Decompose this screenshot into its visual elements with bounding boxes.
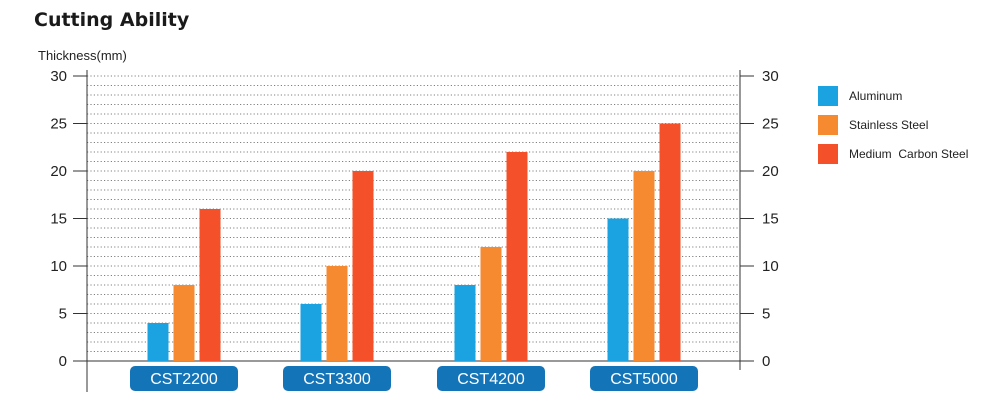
legend-label-medium-carbon-steel: Medium Carbon Steel xyxy=(849,147,969,161)
y-tick-label-left: 5 xyxy=(59,306,67,323)
legend-swatch-medium-carbon-steel xyxy=(818,144,838,164)
legend-swatch-stainless-steel xyxy=(818,115,838,135)
bar-stainless-steel-cst4200 xyxy=(480,247,502,361)
category-label-box xyxy=(590,366,698,391)
y-tick-label-left: 20 xyxy=(50,163,67,180)
category-label: CST4200 xyxy=(457,371,525,388)
bar-medium-carbon-steel-cst3300 xyxy=(352,171,374,361)
category-label-box xyxy=(437,366,545,391)
chart-title: Cutting Ability xyxy=(34,9,190,31)
bar-stainless-steel-cst5000 xyxy=(633,171,655,361)
legend-item-stainless-steel: Stainless Steel xyxy=(818,115,968,135)
category-label: CST5000 xyxy=(610,371,678,388)
bar-aluminum-cst2200 xyxy=(147,323,169,361)
bar-medium-carbon-steel-cst4200 xyxy=(506,152,528,361)
bar-aluminum-cst4200 xyxy=(454,285,476,361)
y-tick-label-right: 0 xyxy=(762,353,770,370)
bar-medium-carbon-steel-cst5000 xyxy=(659,123,681,361)
y-tick-label-right: 10 xyxy=(762,258,779,275)
legend-label-stainless-steel: Stainless Steel xyxy=(849,118,929,132)
y-tick-label-left: 25 xyxy=(50,116,67,133)
y-tick-label-left: 30 xyxy=(50,68,67,85)
y-tick-label-right: 15 xyxy=(762,211,779,228)
legend-item-aluminum: Aluminum xyxy=(818,86,968,106)
legend-label-aluminum: Aluminum xyxy=(849,89,903,103)
y-tick-label-left: 15 xyxy=(50,211,67,228)
bar-stainless-steel-cst2200 xyxy=(173,285,195,361)
legend-item-medium-carbon-steel: Medium Carbon Steel xyxy=(818,144,968,164)
bar-aluminum-cst5000 xyxy=(607,218,629,361)
y-tick-label-right: 20 xyxy=(762,163,779,180)
bar-aluminum-cst3300 xyxy=(300,304,322,361)
category-label: CST3300 xyxy=(303,371,371,388)
bar-medium-carbon-steel-cst2200 xyxy=(199,209,221,361)
category-label-box xyxy=(130,366,238,391)
y-tick-label-left: 0 xyxy=(59,353,67,370)
category-label: CST2200 xyxy=(150,371,218,388)
legend-swatch-aluminum xyxy=(818,86,838,106)
bar-stainless-steel-cst3300 xyxy=(326,266,348,361)
legend: Aluminum Stainless Steel Medium Carbon S… xyxy=(818,86,968,173)
y-tick-label-right: 5 xyxy=(762,306,770,323)
category-label-box xyxy=(283,366,391,391)
y-tick-label-left: 10 xyxy=(50,258,67,275)
y-tick-label-right: 25 xyxy=(762,116,779,133)
y-tick-label-right: 30 xyxy=(762,68,779,85)
y-axis-label: Thickness(mm) xyxy=(38,48,127,63)
